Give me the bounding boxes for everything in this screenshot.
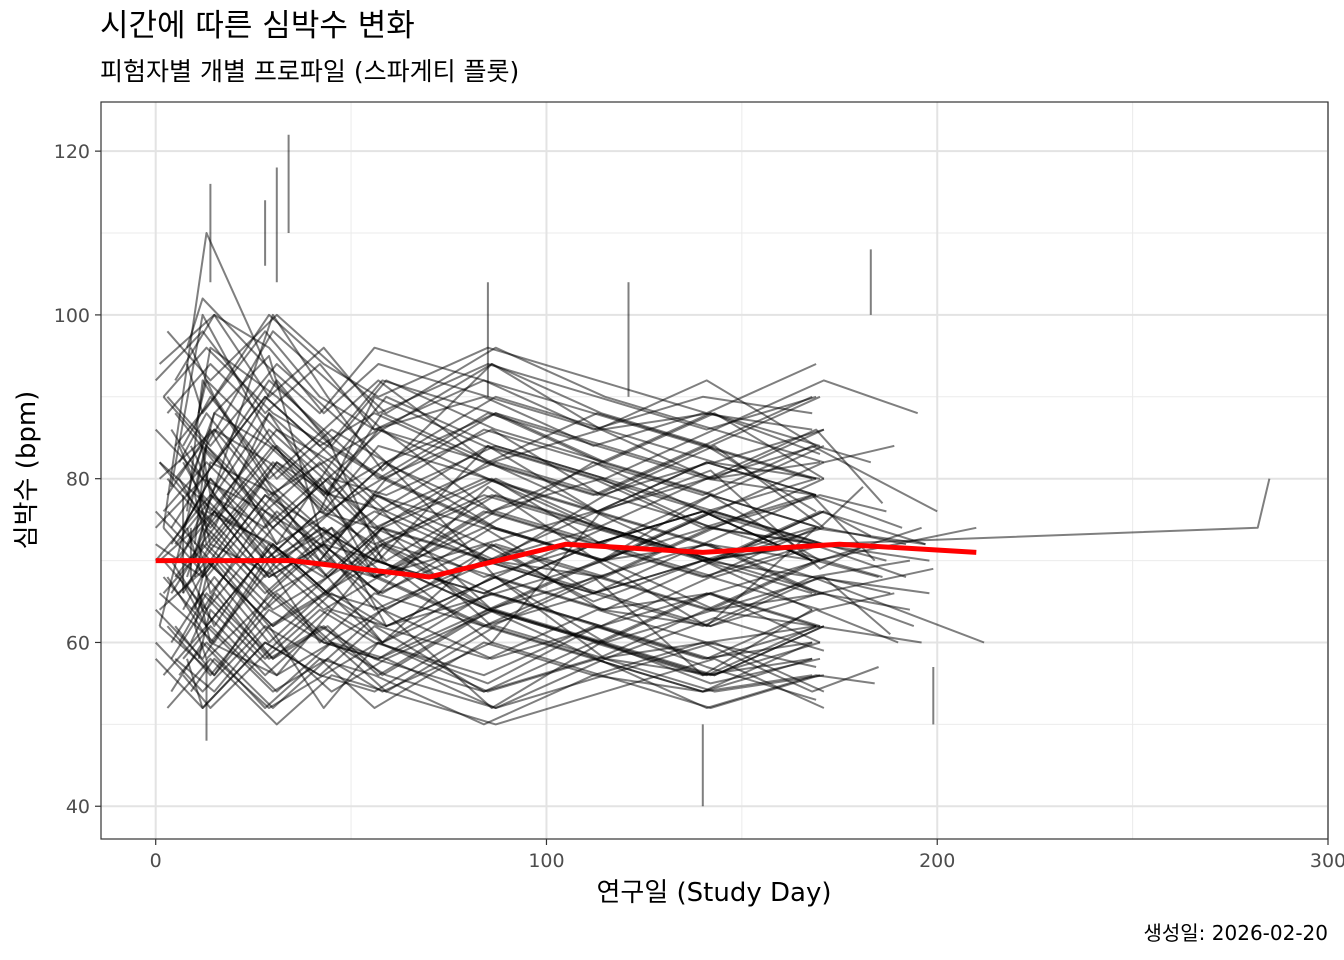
subject-line	[197, 461, 907, 562]
chart-caption: 생성일: 2026-02-20	[1143, 921, 1328, 945]
subject-line	[158, 313, 817, 431]
subject-line	[178, 641, 821, 709]
subject-line	[154, 625, 813, 709]
subject-line	[174, 379, 872, 480]
subject-line	[182, 428, 825, 513]
x-axis-title: 연구일 (Study Day)	[597, 878, 832, 908]
y-tick-label: 40	[66, 796, 90, 818]
subject-line	[186, 494, 911, 595]
subject-lines	[154, 134, 1271, 807]
trend-layer	[155, 541, 977, 580]
subject-line	[190, 576, 817, 660]
x-tick-label: 0	[150, 850, 162, 872]
subject-line	[170, 395, 813, 497]
chart-subtitle: 피험자별 개별 프로파일 (스파게티 플롯)	[100, 57, 519, 86]
subject-line	[170, 494, 813, 578]
y-tick-label: 60	[66, 632, 90, 654]
x-tick-label: 200	[919, 850, 955, 872]
subject-line	[162, 526, 821, 628]
plot-panel	[100, 101, 1329, 840]
chart-title: 시간에 따른 심박수 변화	[100, 8, 415, 44]
subject-line	[158, 543, 817, 644]
y-tick-label: 80	[66, 469, 90, 491]
subject-line	[174, 313, 817, 447]
subject-line	[193, 379, 821, 497]
subject-line	[197, 494, 887, 578]
y-axis-title: 심박수 (bpm)	[12, 391, 42, 550]
subject-line	[154, 330, 813, 447]
subject-line	[162, 543, 891, 628]
subject-line	[158, 510, 977, 578]
subject-line	[170, 543, 813, 628]
subject-line	[170, 608, 813, 693]
subject-line	[162, 232, 868, 644]
subject-line	[166, 363, 825, 464]
subject-line	[178, 592, 821, 677]
x-tick-label: 100	[528, 850, 564, 872]
x-tick-label: 300	[1310, 850, 1344, 872]
subject-line	[162, 461, 926, 562]
subject-line	[166, 313, 919, 431]
subject-line	[158, 428, 817, 513]
subject-line	[193, 543, 821, 644]
subject-line	[162, 526, 895, 628]
subject-line	[154, 625, 813, 709]
subject-line	[162, 346, 821, 464]
panel-border	[100, 101, 1329, 840]
subject-line	[197, 346, 825, 480]
subject-line	[170, 592, 813, 677]
subject-line	[189, 412, 817, 513]
subject-line	[162, 494, 821, 595]
subject-line	[186, 297, 813, 431]
y-tick-label: 100	[54, 305, 90, 327]
subject-line	[170, 477, 985, 644]
subject-line	[193, 576, 821, 660]
subject-line	[186, 444, 903, 546]
subject-line	[174, 510, 879, 611]
x-axis: 0 100 200 300	[150, 839, 1344, 872]
subject-line	[166, 657, 825, 726]
y-axis: 40 60 80 100 120	[54, 141, 101, 818]
subject-line	[174, 592, 922, 677]
mean-trend-line	[155, 541, 977, 580]
subject-line	[158, 559, 817, 660]
y-tick-label: 120	[54, 141, 90, 163]
subject-line	[190, 641, 875, 709]
subject-line	[189, 313, 817, 415]
